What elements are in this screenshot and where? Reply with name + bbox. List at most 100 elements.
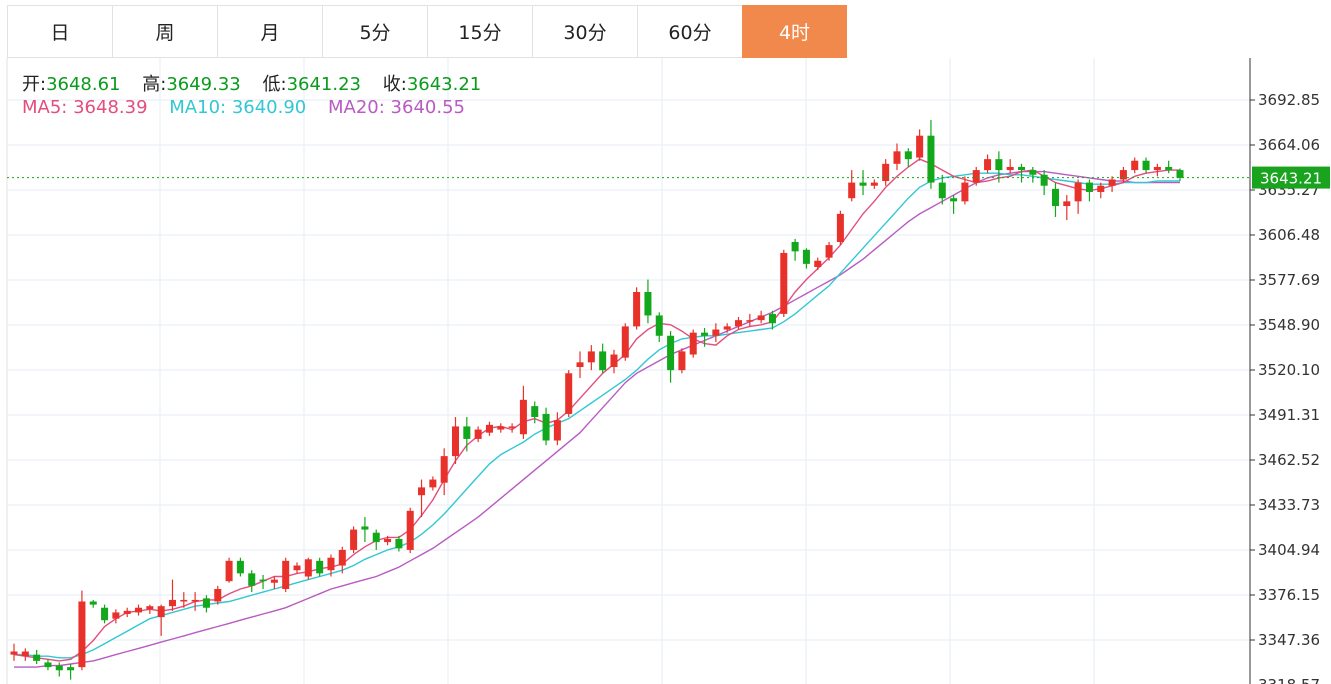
- candle-body: [123, 610, 131, 614]
- candle-body: [757, 315, 765, 321]
- candle-body: [995, 159, 1003, 171]
- candle-body: [1165, 166, 1173, 171]
- candle-body: [168, 599, 176, 607]
- ma5-layer: [13, 158, 1180, 662]
- tab-4hour[interactable]: 4时: [742, 5, 847, 58]
- candle-body: [633, 292, 641, 327]
- y-tick-label: 3404.94: [1258, 541, 1320, 559]
- tab-month[interactable]: 月: [217, 5, 322, 58]
- candle-body: [282, 560, 290, 589]
- candle-body: [1074, 182, 1082, 202]
- y-tick-label: 3606.48: [1258, 226, 1320, 244]
- candle-body: [508, 426, 516, 428]
- candle-body: [316, 560, 324, 574]
- candle-body: [531, 406, 539, 418]
- candle-body: [225, 560, 233, 582]
- tab-30min[interactable]: 30分: [532, 5, 637, 58]
- candle-body: [1108, 179, 1116, 186]
- y-tick-label: 3664.06: [1258, 136, 1320, 154]
- candle-body: [802, 249, 810, 264]
- ma-readout: MA5: 3648.39 MA10: 3640.90 MA20: 3640.55: [22, 97, 465, 118]
- low-label: 低:: [262, 74, 287, 95]
- candle-body: [950, 198, 958, 202]
- candle-body: [327, 557, 335, 571]
- candle-body: [384, 538, 392, 543]
- candle-body: [304, 559, 312, 577]
- candle-body: [180, 599, 188, 602]
- y-tick-label: 3548.90: [1258, 316, 1320, 334]
- candle-body: [644, 292, 652, 316]
- candle-body: [542, 413, 550, 441]
- ma20-line: [14, 170, 1180, 668]
- candle-body: [678, 351, 686, 371]
- tab-day[interactable]: 日: [7, 5, 112, 58]
- candle-body: [474, 429, 482, 439]
- candle-body: [712, 329, 720, 336]
- close-value: 3643.21: [406, 74, 482, 95]
- y-tick-label: 3433.73: [1258, 496, 1320, 514]
- candle-body: [519, 399, 527, 435]
- candle-body: [451, 426, 460, 457]
- candle-body: [202, 598, 210, 608]
- candle-body: [599, 351, 607, 371]
- tab-60min[interactable]: 60分: [637, 5, 742, 58]
- candle-body: [814, 260, 822, 267]
- candle-body: [848, 182, 856, 199]
- ma20-value: 3640.55: [390, 97, 465, 118]
- candle-body: [791, 241, 799, 252]
- candle-body: [916, 135, 924, 158]
- candle-body: [768, 313, 776, 324]
- candle-body: [859, 182, 867, 186]
- candle-body: [984, 159, 992, 171]
- candle-body: [1006, 166, 1014, 171]
- candle-body: [734, 320, 743, 327]
- ma20-layer: [14, 170, 1180, 668]
- candle-body: [78, 601, 86, 668]
- ma20-label: MA20:: [328, 97, 385, 118]
- candle-body: [836, 213, 844, 242]
- candle-body: [667, 335, 675, 371]
- y-tick-label: 3577.69: [1258, 271, 1320, 289]
- candle-body: [927, 135, 935, 183]
- low-value: 3641.23: [286, 74, 362, 95]
- ma5-value: 3648.39: [73, 97, 148, 118]
- candle-body: [497, 426, 505, 430]
- candle-body: [485, 424, 493, 433]
- candle-body: [882, 163, 890, 182]
- candle-body: [904, 151, 912, 160]
- candle-body: [361, 526, 369, 530]
- candle-body: [701, 332, 709, 336]
- candle-body: [553, 420, 561, 441]
- high-label: 高:: [142, 74, 167, 95]
- candle-body: [780, 252, 788, 314]
- candle-body: [418, 487, 426, 496]
- candle-body: [972, 170, 980, 183]
- candle-body: [1018, 166, 1026, 171]
- open-label: 开:: [22, 74, 47, 95]
- candle-body: [870, 182, 878, 186]
- candle-body: [610, 354, 618, 368]
- ma5-line: [13, 158, 1180, 662]
- tab-15min[interactable]: 15分: [427, 5, 532, 58]
- y-tick-label: 3347.36: [1258, 631, 1320, 649]
- y-tick-label: 3491.31: [1258, 406, 1320, 424]
- tab-week[interactable]: 周: [112, 5, 217, 58]
- y-tick-label: 3462.52: [1258, 451, 1320, 469]
- y-tick-label: 3318.57: [1258, 676, 1320, 684]
- candle-body: [270, 579, 278, 583]
- candle-body: [214, 588, 222, 602]
- tab-5min[interactable]: 5分: [322, 5, 427, 58]
- candle-body: [463, 426, 471, 439]
- candle-body: [293, 565, 301, 571]
- candle-body: [191, 599, 199, 602]
- candle-body: [1131, 160, 1139, 171]
- close-label: 收:: [382, 74, 407, 95]
- candle-body: [1142, 160, 1150, 171]
- y-tick-label: 3520.10: [1258, 361, 1320, 379]
- candle-body: [338, 549, 346, 566]
- period-tabs: 日 周 月 5分 15分 30分 60分 4时: [7, 5, 847, 58]
- ma10-label: MA10:: [169, 97, 227, 118]
- candle-body: [10, 651, 18, 655]
- candle-body: [576, 362, 584, 368]
- candle-body: [1040, 174, 1048, 186]
